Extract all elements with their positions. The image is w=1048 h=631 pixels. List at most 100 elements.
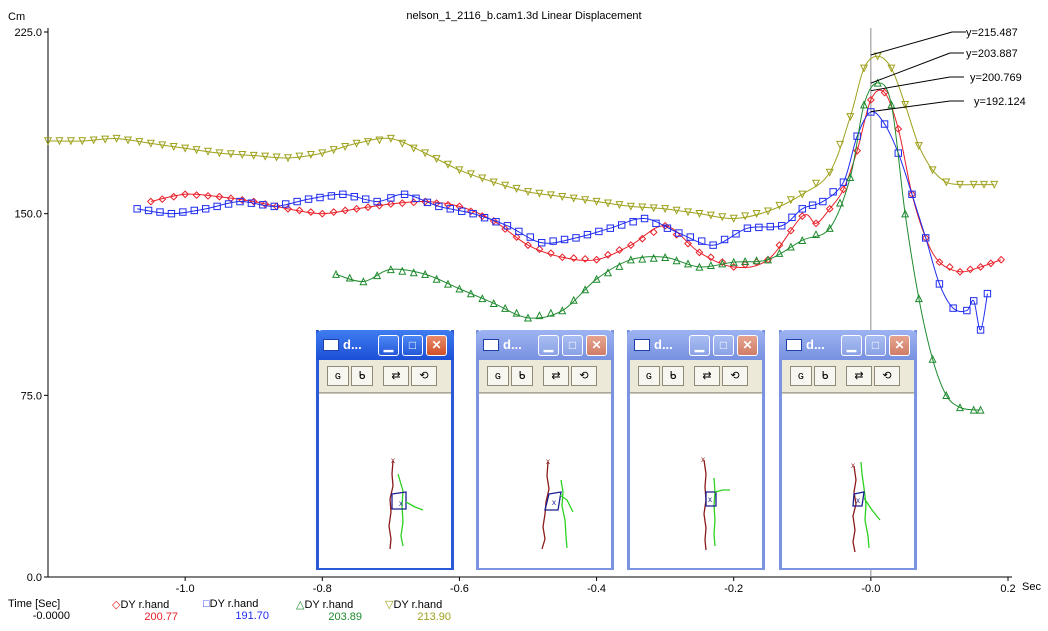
data-point bbox=[629, 218, 637, 226]
data-point bbox=[592, 197, 601, 206]
data-point bbox=[672, 206, 681, 215]
data-point bbox=[412, 194, 420, 203]
window-title-bar[interactable]: d... ▁ □ ✕ bbox=[476, 330, 614, 360]
swap-tool[interactable]: ⇄ bbox=[846, 366, 872, 386]
preview-window[interactable]: d... ▁ □ ✕ ɢ ᑲ ⇄ ⟲ x x bbox=[476, 330, 614, 570]
data-point bbox=[409, 144, 418, 153]
data-point bbox=[492, 218, 500, 226]
data-point bbox=[846, 113, 855, 122]
data-point bbox=[880, 88, 889, 97]
series-layer bbox=[43, 52, 1006, 414]
swap-tool[interactable]: ⇄ bbox=[383, 366, 409, 386]
data-point bbox=[546, 191, 555, 200]
close-button[interactable]: ✕ bbox=[586, 335, 607, 356]
data-point bbox=[169, 142, 178, 151]
rotate-tool[interactable]: ɢ bbox=[638, 366, 660, 386]
close-button[interactable]: ✕ bbox=[737, 335, 758, 356]
maximize-button[interactable]: □ bbox=[402, 335, 423, 356]
rotate-tool[interactable]: ɢ bbox=[487, 366, 509, 386]
reset-tool[interactable]: ⟲ bbox=[411, 366, 437, 386]
maximize-button[interactable]: □ bbox=[713, 335, 734, 356]
data-point bbox=[811, 179, 821, 188]
data-point bbox=[969, 405, 978, 414]
close-button[interactable]: ✕ bbox=[426, 335, 447, 356]
swap-tool[interactable]: ⇄ bbox=[694, 366, 720, 386]
data-point bbox=[569, 254, 578, 262]
legend-entry[interactable]: △DY r.hand 203.89 bbox=[296, 598, 362, 623]
linear-displacement-chart[interactable]: nelson_1_2116_b.cam1.3d Linear Displacem… bbox=[0, 0, 1048, 600]
data-point bbox=[466, 170, 475, 179]
series-line bbox=[150, 89, 1002, 273]
legend-entry[interactable]: ▽DY r.hand 213.90 bbox=[385, 598, 451, 623]
skeleton-view[interactable]: x x bbox=[319, 393, 451, 568]
preview-window[interactable]: d... ▁ □ ✕ ɢ ᑲ ⇄ ⟲ x x bbox=[627, 330, 765, 570]
data-point bbox=[215, 192, 224, 201]
legend-entry[interactable]: □DY r.hand 191.70 bbox=[203, 598, 269, 622]
rotate-tool[interactable]: ɢ bbox=[327, 366, 349, 386]
series-line bbox=[137, 111, 988, 331]
pan-tool[interactable]: ᑲ bbox=[351, 366, 373, 386]
data-point bbox=[89, 136, 98, 145]
x-tick-label: -1.0 bbox=[176, 583, 195, 595]
reset-tool[interactable]: ⟲ bbox=[722, 366, 748, 386]
data-point bbox=[583, 230, 592, 239]
data-point bbox=[866, 95, 875, 104]
data-point bbox=[546, 308, 555, 317]
data-point bbox=[238, 196, 247, 204]
axes: 0.0 75.0 150.0 225.0 -1.0 -0.8 -0.6 -0.4 -0.2 -0.… bbox=[14, 27, 1015, 595]
reset-tool[interactable]: ⟲ bbox=[874, 366, 900, 386]
data-point bbox=[661, 252, 670, 261]
data-point bbox=[686, 233, 694, 241]
minimize-button[interactable]: ▁ bbox=[689, 335, 710, 356]
data-point bbox=[763, 207, 773, 216]
data-point bbox=[181, 144, 190, 153]
data-point bbox=[581, 285, 590, 294]
data-point bbox=[786, 242, 795, 251]
data-point bbox=[261, 200, 270, 208]
skeleton-view[interactable]: x x bbox=[479, 393, 611, 568]
data-point bbox=[901, 100, 910, 109]
data-point bbox=[983, 289, 992, 298]
data-point bbox=[649, 253, 658, 262]
window-title-bar[interactable]: d... ▁ □ ✕ bbox=[779, 330, 917, 360]
pan-tool[interactable]: ᑲ bbox=[511, 366, 533, 386]
data-point bbox=[373, 197, 381, 206]
preview-window[interactable]: d... ▁ □ ✕ ɢ ᑲ ⇄ ⟲ x x bbox=[779, 330, 917, 570]
pan-tool[interactable]: ᑲ bbox=[814, 366, 836, 386]
pan-tool[interactable]: ᑲ bbox=[662, 366, 684, 386]
data-point bbox=[798, 212, 807, 220]
data-point bbox=[458, 207, 466, 215]
reset-tool[interactable]: ⟲ bbox=[571, 366, 597, 386]
data-point bbox=[867, 108, 875, 116]
data-point bbox=[352, 204, 361, 213]
maximize-button[interactable]: □ bbox=[562, 335, 583, 356]
data-point bbox=[386, 265, 395, 274]
data-point bbox=[261, 152, 270, 161]
data-point bbox=[523, 188, 533, 197]
legend-entry[interactable]: ◇DY r.hand 200.77 bbox=[112, 598, 178, 623]
window-title-bar[interactable]: d... ▁ □ ✕ bbox=[627, 330, 765, 360]
data-point bbox=[798, 190, 807, 199]
rotate-tool[interactable]: ɢ bbox=[790, 366, 812, 386]
data-point bbox=[398, 266, 407, 275]
data-point bbox=[640, 214, 649, 223]
data-point bbox=[778, 222, 786, 230]
preview-window[interactable]: d... ▁ □ ✕ ɢ ᑲ ⇄ ⟲ x x bbox=[316, 330, 454, 570]
x-tick-label: 0.2 bbox=[1000, 583, 1015, 595]
data-point bbox=[236, 197, 244, 206]
skeleton-view[interactable]: x x bbox=[782, 393, 914, 568]
minimize-button[interactable]: ▁ bbox=[841, 335, 862, 356]
close-button[interactable]: ✕ bbox=[889, 335, 910, 356]
series-triangle-up bbox=[331, 78, 985, 414]
stick-figure: x x bbox=[851, 461, 881, 553]
window-title-bar[interactable]: d... ▁ □ ✕ bbox=[316, 330, 454, 360]
swap-tool[interactable]: ⇄ bbox=[543, 366, 569, 386]
minimize-button[interactable]: ▁ bbox=[538, 335, 559, 356]
maximize-button[interactable]: □ bbox=[865, 335, 886, 356]
data-point bbox=[331, 269, 341, 278]
data-point bbox=[158, 195, 167, 204]
chart-title: nelson_1_2116_b.cam1.3d Linear Displacem… bbox=[406, 10, 641, 22]
skeleton-view[interactable]: x x bbox=[630, 393, 762, 568]
data-point bbox=[956, 267, 964, 276]
minimize-button[interactable]: ▁ bbox=[378, 335, 399, 356]
